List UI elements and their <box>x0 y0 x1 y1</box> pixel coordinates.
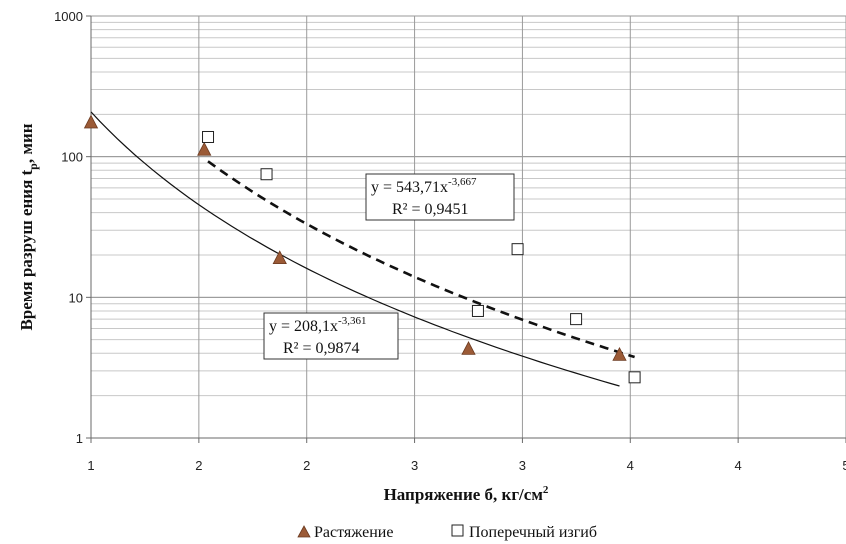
equation-bending-exp: -3,667 <box>448 176 477 188</box>
point-tension <box>83 114 99 129</box>
point-bending <box>260 168 273 181</box>
legend-triangle-marker <box>297 525 311 538</box>
trendlines <box>90 111 635 387</box>
point-bending <box>511 243 524 256</box>
x-tick-label: 4 <box>735 458 742 473</box>
y-tick-label: 1 <box>76 431 83 446</box>
x-tick-label: 3 <box>519 458 526 473</box>
point-tension <box>272 250 287 265</box>
data-points <box>83 114 641 384</box>
point-tension <box>197 141 212 156</box>
trendline-bending <box>207 160 635 359</box>
r2-bending: R² = 0,9451 <box>392 201 469 218</box>
x-tick-label: 3 <box>411 458 418 473</box>
trendline-tension <box>90 111 620 387</box>
legend: Растяжение Поперечный изгиб <box>297 524 597 541</box>
x-tick-label: 2 <box>303 458 310 473</box>
point-bending <box>570 313 583 326</box>
equation-tension: y = 208,1x <box>269 318 338 335</box>
x-tick-label: 1 <box>87 458 94 473</box>
x-tick-label: 5 <box>842 458 846 473</box>
equation-bending: y = 543,71x <box>371 179 448 196</box>
x-tick-label: 4 <box>627 458 634 473</box>
svg-text:y = 208,1x-3,361: y = 208,1x-3,361 <box>269 315 366 335</box>
equation-box-tension: y = 208,1x-3,361 R² = 0,9874 <box>263 312 399 360</box>
x-tick-label: 2 <box>195 458 202 473</box>
y-axis-title: Время разруш ения tp, мин <box>17 123 40 330</box>
point-tension <box>461 341 476 355</box>
point-bending <box>628 371 641 384</box>
svg-text:y = 543,71x-3,667: y = 543,71x-3,667 <box>371 176 477 196</box>
y-tick-label: 100 <box>61 150 83 165</box>
y-tick-labels: 1 10 100 1000 <box>54 9 91 446</box>
equation-box-bending: y = 543,71x-3,667 R² = 0,9451 <box>365 173 515 221</box>
equation-tension-exp: -3,361 <box>338 315 366 327</box>
point-bending <box>202 130 215 143</box>
legend-square-marker <box>451 524 464 537</box>
point-tension <box>612 346 627 361</box>
legend-label-tension: Растяжение <box>314 524 393 541</box>
y-tick-label: 1000 <box>54 9 83 24</box>
point-bending <box>471 304 484 317</box>
x-axis-title: Напряжение б, кг/см2 <box>384 484 549 504</box>
legend-label-bending: Поперечный изгиб <box>469 524 597 541</box>
y-tick-label: 10 <box>69 290 83 305</box>
x-tick-labels: 1 2 2 3 3 4 4 5 <box>87 438 846 473</box>
r2-tension: R² = 0,9874 <box>283 340 360 357</box>
plot-area <box>91 16 846 438</box>
axes <box>90 16 846 439</box>
